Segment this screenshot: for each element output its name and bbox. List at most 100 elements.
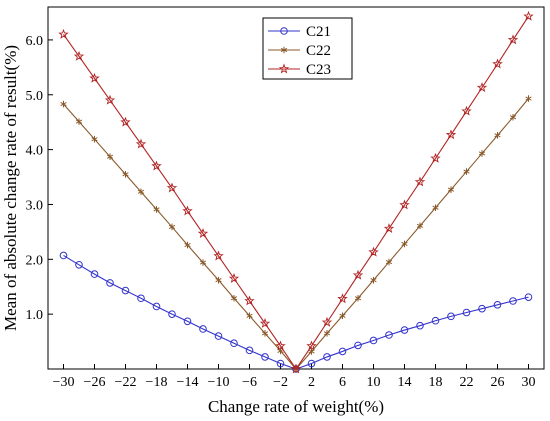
data-point (525, 95, 532, 102)
x-tick-label: 10 (367, 375, 381, 390)
data-point (368, 246, 379, 257)
data-point (447, 186, 455, 193)
data-point (509, 113, 517, 121)
data-point (228, 273, 240, 283)
data-point (323, 330, 331, 337)
data-point (106, 153, 114, 161)
data-point (321, 316, 333, 327)
data-point (369, 336, 378, 345)
legend-marker (280, 27, 288, 35)
data-point (244, 295, 255, 306)
legend-marker (280, 46, 288, 54)
data-point (337, 293, 348, 304)
data-point (90, 270, 99, 278)
x-tick-label: −2 (273, 375, 288, 390)
data-point (199, 325, 207, 333)
data-point (166, 182, 178, 193)
data-point (151, 160, 162, 171)
series-c23 (58, 10, 534, 374)
y-tick-label: 3.0 (26, 198, 44, 213)
data-point (523, 10, 534, 21)
data-point (106, 279, 114, 287)
data-point (463, 168, 470, 175)
legend: C21 C22 C23 (262, 17, 353, 80)
data-point (230, 339, 238, 348)
data-point (275, 340, 286, 351)
x-tick-label: 2 (308, 375, 315, 390)
data-point (183, 317, 192, 326)
x-tick-label: −30 (53, 375, 75, 390)
x-tick-label: 22 (460, 375, 474, 390)
data-point (259, 317, 271, 328)
data-point (461, 105, 472, 116)
x-tick-label: −22 (115, 375, 137, 390)
data-point (261, 353, 269, 361)
data-point (182, 205, 193, 216)
x-tick-label: −18 (146, 375, 168, 390)
data-point (445, 129, 457, 140)
data-point (213, 250, 224, 261)
data-point (246, 312, 253, 320)
y-tick-label: 4.0 (26, 144, 44, 159)
data-point (307, 359, 316, 368)
data-point (492, 58, 503, 69)
legend-item-c21: C21 (268, 24, 331, 40)
data-point (152, 302, 161, 311)
legend-label: C23 (306, 62, 331, 78)
data-point (306, 340, 317, 351)
data-point (509, 297, 517, 305)
x-tick-label: −10 (208, 375, 230, 390)
data-point (462, 308, 471, 317)
data-point (168, 310, 176, 318)
x-tick-label: −6 (242, 375, 257, 390)
legend-items: C21 C22 C23 (268, 24, 331, 78)
data-point (137, 294, 145, 303)
series-layer (58, 10, 534, 374)
data-point (121, 286, 130, 295)
x-tick-label: 26 (491, 375, 505, 390)
data-point (476, 82, 488, 93)
data-point (354, 294, 362, 302)
data-point (261, 330, 269, 337)
data-point (58, 28, 69, 39)
data-point (290, 363, 302, 374)
data-point (245, 346, 254, 355)
data-point (478, 304, 486, 313)
y-tick-label: 2.0 (26, 253, 44, 268)
data-point (399, 199, 410, 210)
data-point (135, 138, 147, 149)
data-point (416, 222, 424, 230)
legend-label: C22 (306, 43, 331, 59)
data-point (416, 321, 424, 330)
data-point (524, 293, 533, 301)
data-point (432, 204, 439, 212)
data-point (352, 269, 364, 280)
data-point (400, 326, 409, 334)
x-tick-label: 18 (429, 375, 443, 390)
data-point (493, 301, 502, 309)
data-point (339, 312, 346, 320)
y-tick-label: 1.0 (26, 308, 44, 323)
x-tick-label: 6 (339, 375, 346, 390)
data-point (494, 132, 501, 139)
y-axis-title: Mean of absolute change rate of result(%… (1, 45, 20, 331)
x-tick-label: 30 (522, 375, 536, 390)
data-point (59, 251, 68, 260)
x-tick-label: −14 (177, 375, 199, 390)
data-point (214, 332, 223, 340)
data-point (478, 150, 486, 157)
data-point (276, 359, 285, 368)
data-point (507, 34, 519, 45)
data-point (120, 116, 131, 127)
data-point (137, 188, 145, 196)
legend-item-c23: C23 (268, 62, 331, 78)
y-tick-label: 6.0 (26, 34, 44, 49)
data-point (323, 353, 331, 361)
data-point (277, 347, 284, 355)
data-point (197, 228, 209, 238)
data-point (73, 50, 85, 61)
data-point (104, 94, 116, 105)
data-point (308, 348, 315, 355)
x-axis-title: Change rate of weight(%) (208, 397, 384, 416)
